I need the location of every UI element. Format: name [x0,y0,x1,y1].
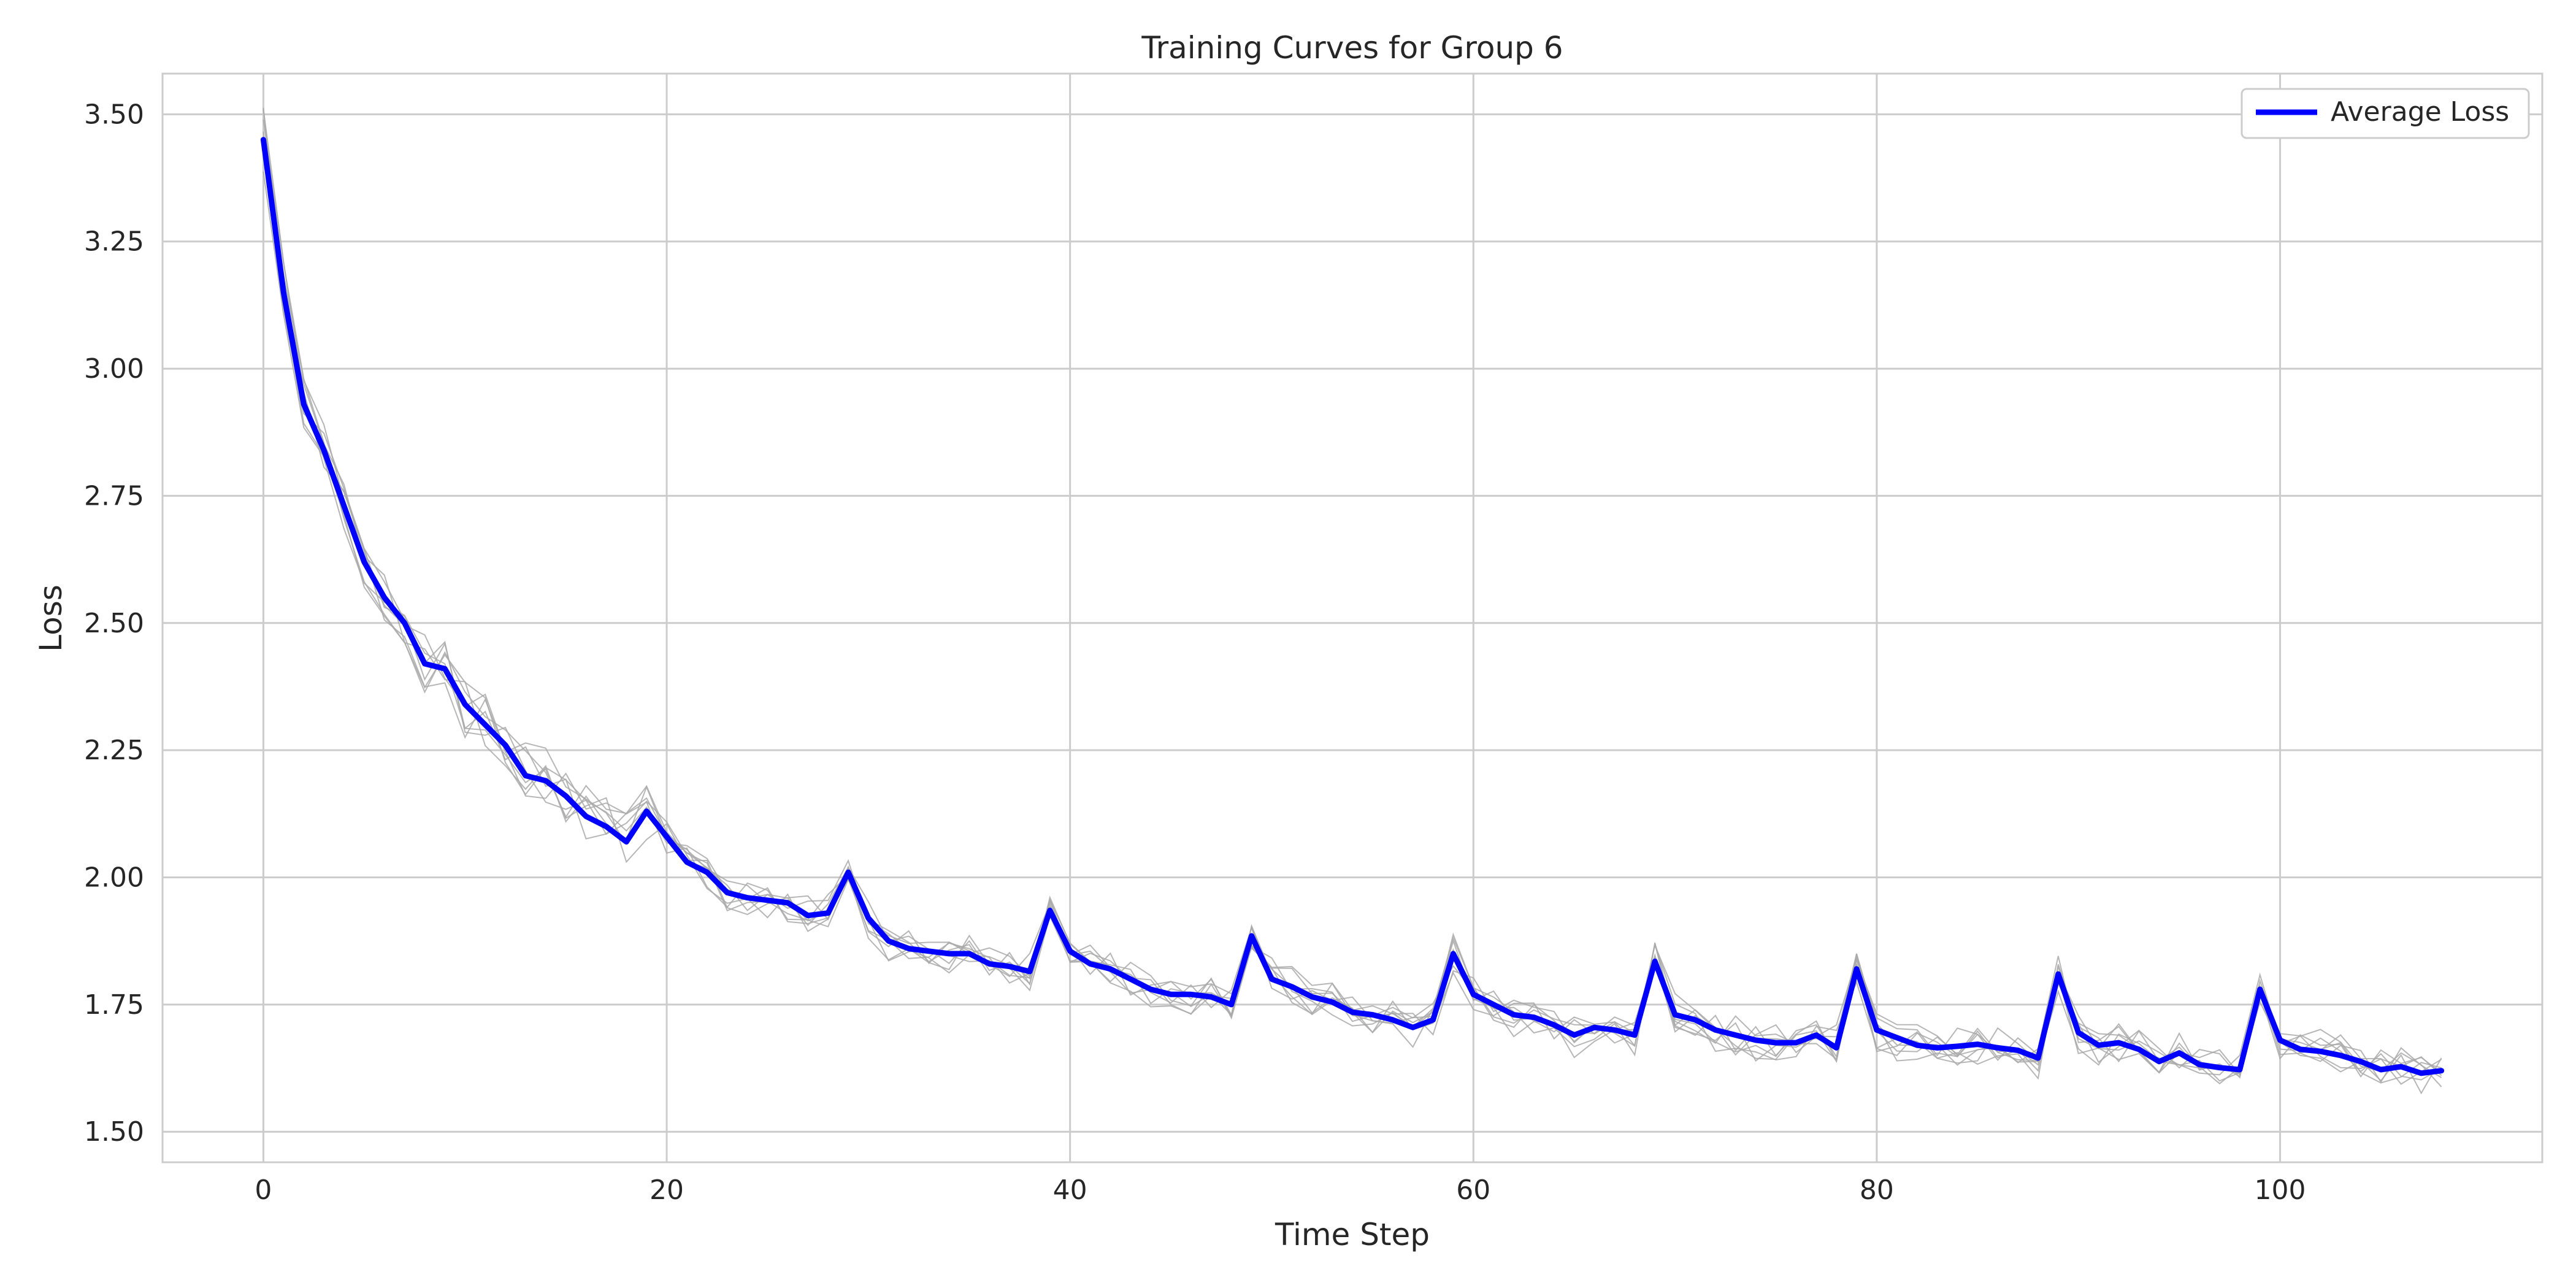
y-tick-label: 3.50 [84,99,144,130]
plot-frame [161,72,2543,1163]
x-tick-label: 20 [650,1175,684,1206]
x-tick-label: 40 [1053,1175,1087,1206]
y-tick-label: 1.75 [84,989,144,1021]
grid-layer [163,74,2542,1162]
x-axis-title: Time Step [1275,1217,1430,1252]
x-tick-label: 100 [2255,1175,2306,1206]
average-loss-line [260,137,2445,1076]
x-tick-label: 0 [255,1175,272,1206]
y-tick-label: 2.25 [84,735,144,766]
y-tick-label: 2.75 [84,480,144,512]
run-line [263,119,2442,1084]
y-tick-label: 2.00 [84,862,144,894]
tick-layer: 0 20 40 60 80 100 1.50 1.75 2.00 2.25 2.50 2.75 3.00… [84,99,2306,1206]
x-tick-label: 80 [1860,1175,1894,1206]
legend-box [2241,88,2530,139]
y-tick-label: 1.50 [84,1116,144,1148]
chart-title: Training Curves for Group 6 [1141,30,1563,66]
y-tick-label: 3.25 [84,226,144,258]
y-tick-label: 3.00 [84,353,144,385]
run-line [263,142,2442,1078]
x-tick-label: 60 [1456,1175,1490,1206]
average-loss-series [260,137,2445,1076]
y-tick-label: 2.50 [84,608,144,639]
legend: Average Loss [2241,88,2530,139]
legend-label-average-loss: Average Loss [2331,96,2509,128]
y-axis-title: Loss [33,585,69,652]
